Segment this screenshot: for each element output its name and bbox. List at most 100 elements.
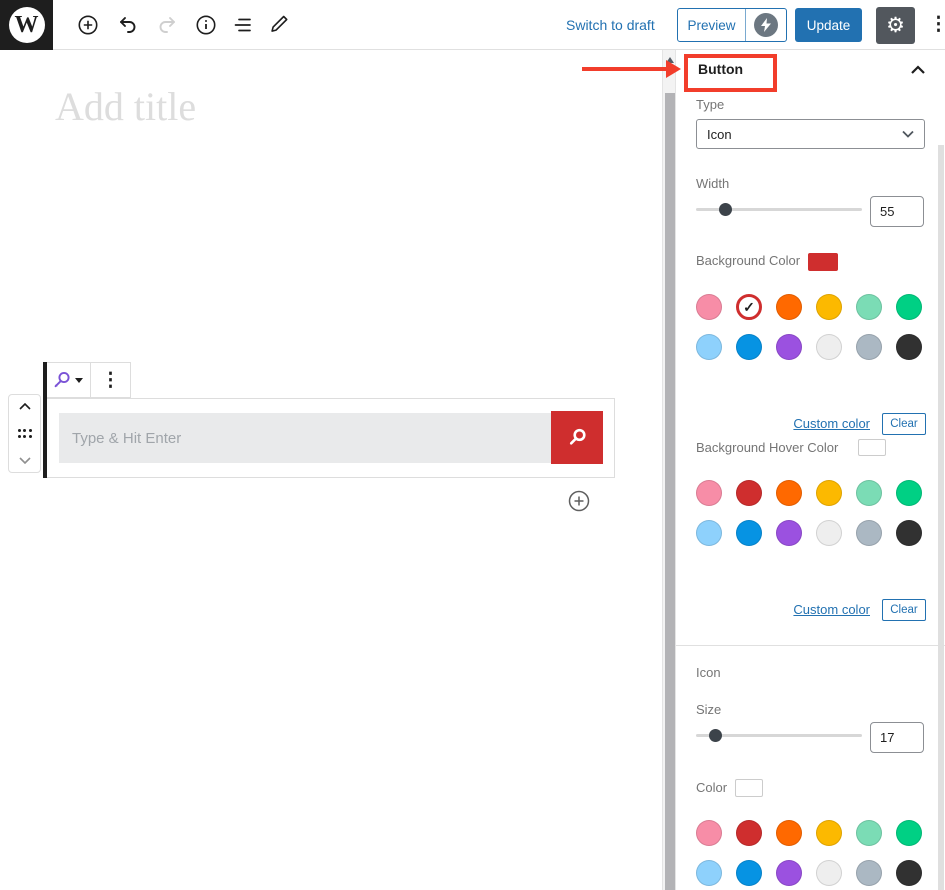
- color-swatch-vivid-green-cyan[interactable]: [896, 820, 922, 846]
- selected-block-border: [43, 362, 47, 478]
- edit-pencil-icon[interactable]: [266, 12, 292, 38]
- wordpress-logo[interactable]: W: [0, 0, 53, 50]
- color-swatch-vivid-purple[interactable]: [776, 334, 802, 360]
- search-submit-icon: [569, 428, 586, 445]
- block-options-button[interactable]: ⋮: [91, 363, 130, 397]
- boost-preview-button[interactable]: [746, 9, 786, 41]
- block-type-button[interactable]: [44, 363, 91, 397]
- preview-split-button: Preview: [677, 8, 787, 42]
- size-slider-thumb[interactable]: [709, 729, 723, 742]
- color-swatch-vivid-green-cyan[interactable]: [896, 480, 922, 506]
- color-swatch-vivid-red[interactable]: [736, 480, 762, 506]
- color-swatch-vivid-red[interactable]: ✓: [736, 294, 762, 320]
- color-swatch-vivid-cyan-blue[interactable]: [736, 334, 762, 360]
- color-swatch-very-dark-gray[interactable]: [896, 520, 922, 546]
- move-down-icon[interactable]: [18, 457, 31, 464]
- wordpress-logo-letter: W: [8, 7, 45, 43]
- color-swatch-light-green-cyan[interactable]: [856, 294, 882, 320]
- search-input[interactable]: Type & Hit Enter: [59, 413, 551, 463]
- width-slider[interactable]: [696, 203, 862, 216]
- move-up-icon[interactable]: [18, 403, 31, 410]
- select-caret-icon: [902, 130, 914, 138]
- section-divider: [676, 645, 945, 646]
- search-input-placeholder: Type & Hit Enter: [72, 429, 182, 447]
- color-swatch-vivid-green-cyan[interactable]: [896, 294, 922, 320]
- custom-color-link-hover[interactable]: Custom color: [793, 602, 870, 617]
- color-swatch-vivid-purple[interactable]: [776, 860, 802, 886]
- annotation-highlight-rect: [684, 54, 777, 92]
- color-swatch-very-light-gray[interactable]: [816, 860, 842, 886]
- type-label: Type: [696, 97, 725, 112]
- update-button[interactable]: Update: [795, 8, 862, 42]
- background-hover-color-label: Background Hover Color: [696, 440, 839, 455]
- color-swatch-pale-cyan-blue[interactable]: [696, 334, 722, 360]
- color-swatch-light-green-cyan[interactable]: [856, 820, 882, 846]
- color-swatch-luminous-vivid-amber[interactable]: [816, 294, 842, 320]
- settings-sidebar: Button Type Icon Width Background Color …: [676, 50, 945, 890]
- background-color-label: Background Color: [696, 253, 801, 268]
- switch-to-draft-link[interactable]: Switch to draft: [566, 17, 655, 33]
- color-swatch-pale-pink[interactable]: [696, 294, 722, 320]
- color-swatch-luminous-vivid-orange[interactable]: [776, 480, 802, 506]
- search-block-icon: [54, 371, 70, 388]
- preview-button[interactable]: Preview: [687, 17, 736, 33]
- clear-button-hover[interactable]: Clear: [882, 599, 926, 621]
- color-swatch-luminous-vivid-amber[interactable]: [816, 820, 842, 846]
- redo-icon: [154, 12, 180, 38]
- color-swatch-pale-pink[interactable]: [696, 480, 722, 506]
- block-mover: [8, 394, 41, 473]
- color-swatch-luminous-vivid-orange[interactable]: [776, 820, 802, 846]
- window-scrollbar[interactable]: [938, 145, 944, 890]
- info-icon[interactable]: [193, 12, 219, 38]
- icon-color-swatch[interactable]: [735, 779, 763, 797]
- color-swatch-luminous-vivid-amber[interactable]: [816, 480, 842, 506]
- annotation-arrow-head: [666, 59, 681, 78]
- size-value-input[interactable]: [870, 722, 924, 753]
- size-slider[interactable]: [696, 729, 862, 742]
- color-swatch-very-light-gray[interactable]: [816, 520, 842, 546]
- background-hover-color-swatch[interactable]: [858, 439, 886, 456]
- color-swatch-pale-pink[interactable]: [696, 820, 722, 846]
- editor-scrollbar: [662, 50, 676, 890]
- color-swatch-cyan-bluish-gray[interactable]: [856, 860, 882, 886]
- search-submit-button[interactable]: [551, 411, 603, 464]
- scrollbar-thumb[interactable]: [664, 93, 675, 890]
- add-block-inserter-icon[interactable]: [568, 490, 590, 512]
- options-kebab-icon[interactable]: ⋮: [929, 14, 945, 35]
- block-kebab-icon: ⋮: [101, 369, 120, 391]
- settings-gear-button[interactable]: ⚙: [876, 7, 915, 44]
- add-block-icon[interactable]: [75, 12, 101, 38]
- color-swatch-pale-cyan-blue[interactable]: [696, 520, 722, 546]
- color-swatch-vivid-purple[interactable]: [776, 520, 802, 546]
- list-view-icon[interactable]: [230, 12, 256, 38]
- color-swatch-pale-cyan-blue[interactable]: [696, 860, 722, 886]
- post-title-input[interactable]: Add title: [55, 84, 197, 129]
- color-swatch-vivid-red[interactable]: [736, 820, 762, 846]
- color-swatch-very-dark-gray[interactable]: [896, 860, 922, 886]
- background-color-swatch[interactable]: [808, 253, 838, 271]
- size-label: Size: [696, 702, 722, 717]
- drag-handle-icon[interactable]: [17, 429, 32, 438]
- icon-color-palette: [696, 820, 926, 886]
- icon-color-label: Color: [696, 780, 728, 795]
- width-slider-thumb[interactable]: [719, 203, 733, 216]
- width-value-input[interactable]: [870, 196, 924, 227]
- search-block[interactable]: Type & Hit Enter: [43, 398, 615, 478]
- color-swatch-luminous-vivid-orange[interactable]: [776, 294, 802, 320]
- type-select[interactable]: Icon: [696, 119, 925, 149]
- editor-top-bar: W Switch to draft Preview Update: [0, 0, 945, 50]
- chevron-down-icon: [74, 377, 83, 383]
- custom-color-link-bg[interactable]: Custom color: [793, 416, 870, 431]
- color-swatch-vivid-cyan-blue[interactable]: [736, 860, 762, 886]
- color-swatch-cyan-bluish-gray[interactable]: [856, 520, 882, 546]
- color-swatch-very-light-gray[interactable]: [816, 334, 842, 360]
- block-toolbar: ⋮: [43, 362, 131, 398]
- color-swatch-cyan-bluish-gray[interactable]: [856, 334, 882, 360]
- width-label: Width: [696, 176, 730, 191]
- panel-collapse-icon[interactable]: [910, 62, 926, 80]
- undo-icon[interactable]: [115, 12, 141, 38]
- color-swatch-vivid-cyan-blue[interactable]: [736, 520, 762, 546]
- clear-button-bg[interactable]: Clear: [882, 413, 926, 435]
- color-swatch-light-green-cyan[interactable]: [856, 480, 882, 506]
- color-swatch-very-dark-gray[interactable]: [896, 334, 922, 360]
